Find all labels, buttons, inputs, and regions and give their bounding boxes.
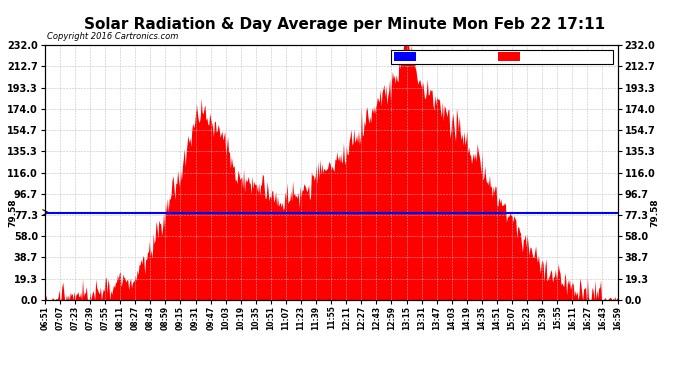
Text: 79.58: 79.58 [650,198,659,227]
Text: 79.58: 79.58 [9,198,18,227]
Text: Copyright 2016 Cartronics.com: Copyright 2016 Cartronics.com [47,32,178,41]
Legend: Median (w/m2), Radiation (w/m2): Median (w/m2), Radiation (w/m2) [391,50,613,64]
Text: Solar Radiation & Day Average per Minute Mon Feb 22 17:11: Solar Radiation & Day Average per Minute… [84,17,606,32]
